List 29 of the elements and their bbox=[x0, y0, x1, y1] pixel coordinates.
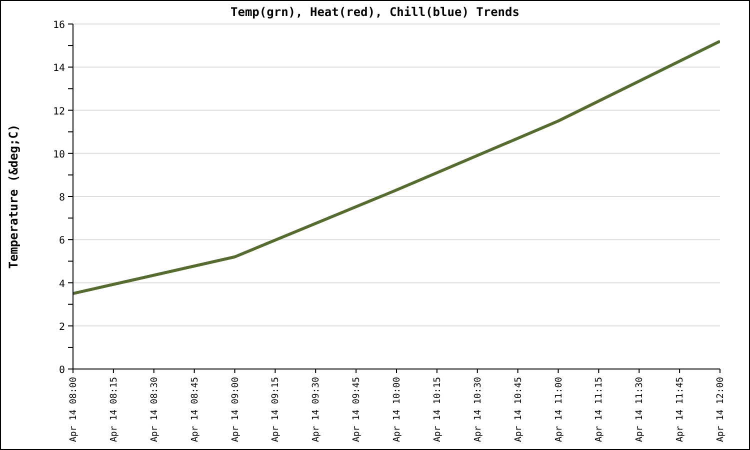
x-tick-label: Apr 14 10:00 bbox=[392, 377, 402, 442]
y-tick-label: 6 bbox=[58, 236, 65, 247]
x-tick-label: Apr 14 08:45 bbox=[190, 377, 200, 442]
x-tick-label: Apr 14 09:45 bbox=[352, 377, 362, 442]
x-tick-label: Apr 14 09:00 bbox=[230, 377, 241, 442]
y-tick-label: 2 bbox=[58, 322, 65, 333]
x-tick-label: Apr 14 09:15 bbox=[271, 377, 282, 442]
y-axis-title: Temperature (&deg;C) bbox=[6, 124, 20, 269]
x-tick-label: Apr 14 11:15 bbox=[594, 377, 605, 442]
x-tick-label: Apr 14 11:00 bbox=[554, 377, 564, 442]
line-series bbox=[73, 40, 720, 296]
y-tick-label: 10 bbox=[52, 149, 65, 160]
y-tick-label: 8 bbox=[58, 192, 65, 204]
x-tick-label: Apr 14 11:45 bbox=[676, 377, 686, 442]
x-tick-label: Apr 14 10:15 bbox=[432, 377, 443, 442]
y-tick-label: 16 bbox=[52, 20, 65, 31]
x-tick-label: Apr 14 10:30 bbox=[473, 377, 484, 442]
x-tick-label: Apr 14 08:30 bbox=[150, 377, 160, 442]
x-tick-label: Apr 14 08:15 bbox=[109, 377, 120, 442]
y-tick-label: 0 bbox=[58, 365, 65, 376]
x-tick-label: Apr 14 12:00 bbox=[716, 377, 726, 442]
y-tick-label: 4 bbox=[58, 278, 65, 290]
x-tick-label: Apr 14 11:30 bbox=[635, 377, 646, 442]
y-tick-label: 12 bbox=[52, 106, 65, 118]
x-tick-label: Apr 14 10:45 bbox=[514, 377, 524, 442]
x-tick-label: Apr 14 09:30 bbox=[312, 377, 322, 442]
x-tick-label: Apr 14 08:00 bbox=[69, 377, 79, 442]
chart-title: Temp(grn), Heat(red), Chill(blue) Trends bbox=[230, 5, 520, 19]
y-tick-label: 14 bbox=[52, 63, 65, 74]
